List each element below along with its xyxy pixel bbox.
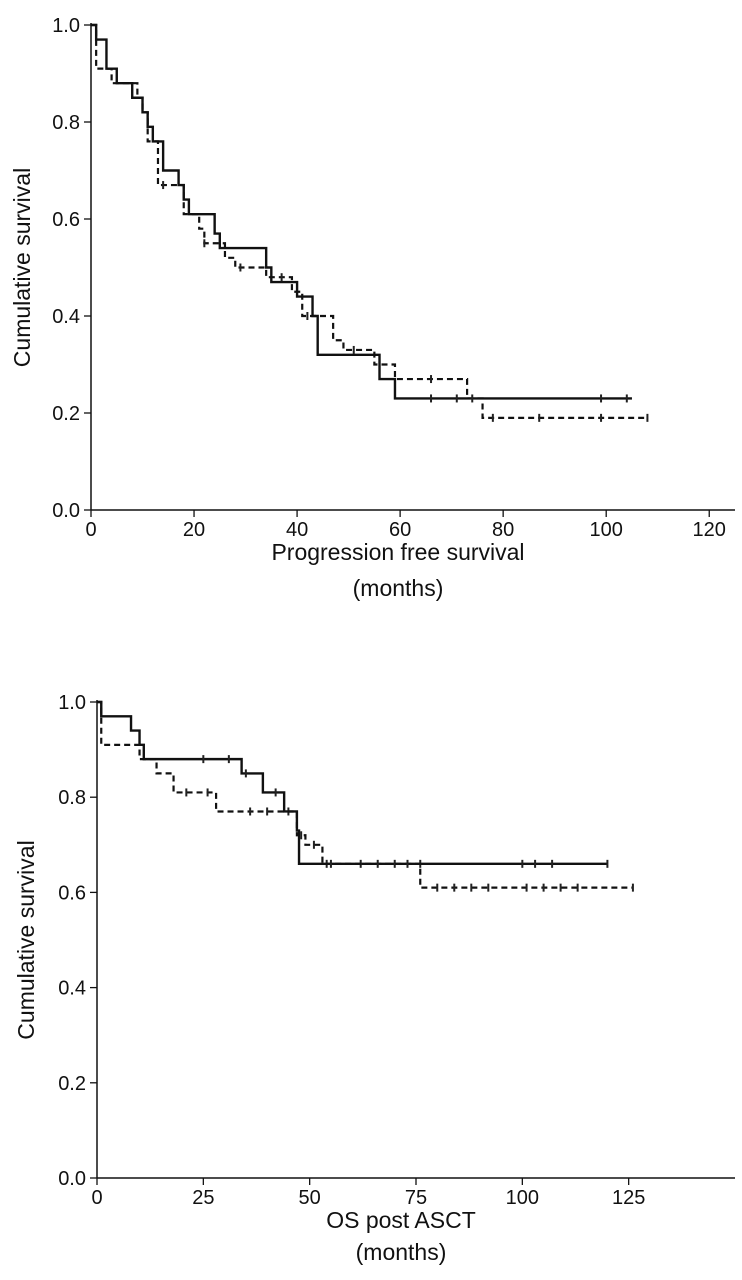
y-tick-label: 0.8 (52, 112, 80, 134)
x-tick-label: 100 (506, 1187, 539, 1209)
x-tick-label: 75 (405, 1187, 427, 1209)
km-curve-solid (97, 700, 608, 866)
x-axis-title: (months) (353, 575, 444, 601)
y-axis-title: Cumulative survival (13, 840, 39, 1039)
x-tick-label: 100 (590, 519, 623, 541)
y-tick-label: 0.4 (52, 306, 80, 328)
x-axis-title: (months) (356, 1239, 447, 1265)
y-tick-label: 0.2 (58, 1073, 86, 1095)
y-tick-label: 0.0 (58, 1168, 86, 1190)
x-axis-title: OS post ASCT (326, 1207, 476, 1233)
y-tick-label: 0.4 (58, 978, 86, 1000)
x-tick-label: 120 (693, 519, 726, 541)
chart-1: 0 20 40 60 80 100 120 0.0 0.2 0.4 0.6 0.8 1.0 Progres… (9, 15, 735, 601)
x-tick-label: 80 (492, 519, 514, 541)
x-tick-label: 40 (286, 519, 308, 541)
x-tick-label: 60 (389, 519, 411, 541)
km-curve-dashed (97, 700, 633, 889)
x-tick-label: 50 (299, 1187, 321, 1209)
x-tick-label: 0 (85, 519, 96, 541)
y-tick-label: 0.0 (52, 500, 80, 522)
x-tick-label: 0 (91, 1187, 102, 1209)
x-axis-title: Progression free survival (271, 539, 524, 565)
x-tick-label: 20 (183, 519, 205, 541)
chart-2: 0 25 50 75 100 125 0.0 0.2 0.4 0.6 0.8 1.0 OS post A… (13, 692, 735, 1265)
y-tick-label: 0.2 (52, 403, 80, 425)
x-tick-label: 125 (612, 1187, 645, 1209)
x-tick-label: 25 (192, 1187, 214, 1209)
km-curve-dashed (91, 23, 648, 419)
y-tick-label: 1.0 (52, 15, 80, 37)
y-axis-title: Cumulative survival (9, 168, 35, 367)
y-tick-label: 0.8 (58, 787, 86, 809)
km-curve-solid (91, 23, 632, 400)
y-tick-label: 0.6 (52, 209, 80, 231)
y-tick-label: 0.6 (58, 882, 86, 904)
y-tick-label: 1.0 (58, 692, 86, 714)
